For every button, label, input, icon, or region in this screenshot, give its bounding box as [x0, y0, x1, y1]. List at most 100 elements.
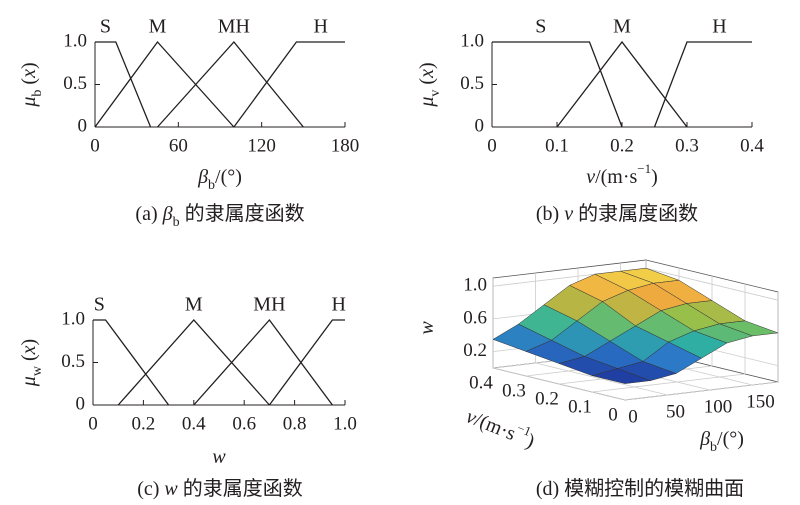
x-axis-title-part: −1 — [637, 161, 651, 176]
membership-line — [157, 41, 304, 128]
y-axis-title-part: −1 — [515, 420, 533, 439]
grid-line — [591, 373, 746, 393]
caption-part: β — [162, 203, 173, 225]
y-axis-title-part: v — [428, 90, 443, 97]
z-tick-label: 0.6 — [463, 307, 487, 328]
caption-part: 的隶属度函数 — [573, 202, 698, 225]
y-axis-title-part: w — [30, 365, 45, 376]
y-axis-title: μw (x) — [18, 339, 45, 387]
x-axis-title-part: b — [710, 440, 717, 455]
y-tick-label: 1.0 — [460, 30, 484, 51]
series-label: S — [100, 16, 111, 38]
caption: (d) 模糊控制的模糊曲面 — [536, 477, 744, 500]
series-label: S — [94, 294, 105, 316]
x-tick-label: 0.4 — [740, 135, 764, 156]
x-axis-title-part: /(°) — [717, 428, 744, 450]
y-axis-title-part: ) — [416, 62, 438, 69]
series-label: M — [613, 16, 631, 38]
x-tick-label: 1.0 — [333, 413, 357, 434]
caption-part: (d) 模糊控制的模糊曲面 — [536, 477, 744, 500]
x-tick-label: 0.4 — [182, 413, 206, 434]
series-label: H — [712, 16, 726, 38]
x-tick-label: 0.2 — [610, 135, 634, 156]
x-axis-title: v/(m·s−1) — [586, 161, 658, 187]
membership-line — [556, 40, 688, 128]
x-axis-title: w — [212, 446, 226, 468]
y-tick-label: 0 — [78, 115, 88, 136]
y-axis-title-part: ( — [18, 78, 40, 90]
membership-line — [94, 40, 235, 128]
x-tick-label: 0.6 — [232, 413, 256, 434]
x-axis-title-part: v — [586, 166, 595, 188]
membership-line — [93, 319, 170, 406]
y-tick-label: 1.0 — [61, 308, 85, 329]
x-axis-title-part: ) — [651, 166, 658, 188]
caption: (b) v 的隶属度函数 — [536, 202, 698, 225]
y-tick-label: 0 — [475, 115, 485, 136]
y-axis-title-part: ( — [416, 78, 438, 90]
y-tick-label: 0.5 — [61, 351, 85, 372]
y-axis-title-part: x — [18, 69, 40, 79]
caption-part: v — [564, 203, 573, 225]
x-tick-label: 100 — [704, 396, 733, 417]
grid-line — [624, 381, 779, 401]
x-axis-title-part: w — [212, 446, 226, 468]
y-tick-label: 0.4 — [469, 372, 493, 393]
membership-line — [653, 41, 752, 128]
y-axis-title: v/(m·s−1) — [463, 401, 539, 452]
x-tick-label: 50 — [666, 401, 685, 422]
x-tick-label: 150 — [746, 391, 775, 412]
y-tick-label: 0 — [76, 393, 86, 414]
y-axis-title-part: ) — [18, 62, 40, 69]
z-tick-label: 1.0 — [463, 275, 487, 296]
z-axis-title: w — [416, 321, 438, 335]
caption-part: b — [173, 215, 180, 230]
caption-part: w — [164, 478, 178, 500]
y-tick-label: 0.5 — [63, 73, 87, 94]
y-tick-label: 0 — [608, 404, 618, 425]
membership-line — [492, 41, 623, 128]
x-axis-title-part: β — [197, 166, 208, 188]
caption-part: 的隶属度函数 — [180, 202, 305, 225]
y-tick-label: 0.3 — [502, 380, 526, 401]
x-tick-label: 180 — [331, 135, 360, 156]
caption-part: (a) — [135, 203, 162, 225]
caption: (a) βb 的隶属度函数 — [135, 202, 304, 230]
x-tick-label: 120 — [247, 135, 276, 156]
series-label: H — [313, 16, 327, 38]
membership-line — [268, 319, 345, 406]
series-label: MH — [218, 16, 250, 38]
x-tick-label: 60 — [169, 135, 188, 156]
membership-line — [233, 41, 345, 128]
y-axis-title-part: b — [30, 90, 45, 97]
membership-line — [117, 319, 270, 406]
caption: (c) w 的隶属度函数 — [137, 477, 303, 500]
y-axis-title-part: ( — [18, 354, 40, 366]
caption-part: (c) — [137, 478, 164, 500]
series-label: MH — [253, 294, 285, 316]
x-tick-label: 0 — [88, 413, 98, 434]
series-label: M — [185, 294, 203, 316]
x-axis-title-part: /(m·s — [595, 166, 637, 188]
x-tick-label: 0.2 — [132, 413, 156, 434]
y-tick-label: 0.2 — [535, 388, 559, 409]
y-axis-title-part: μ — [18, 97, 40, 108]
z-tick-label: 0.2 — [463, 340, 487, 361]
y-axis-title-part: x — [416, 69, 438, 79]
y-axis-title-part: μ — [416, 97, 438, 108]
surface-patch — [591, 368, 651, 384]
x-tick-label: 0.3 — [675, 135, 699, 156]
series-label: H — [331, 294, 345, 316]
y-tick-label: 1.0 — [63, 30, 87, 51]
y-axis-title-part: /(m·s — [471, 408, 519, 444]
y-axis-title: μb (x) — [18, 62, 45, 107]
y-axis-title-part: ) — [18, 339, 40, 346]
y-axis-title-part: μ — [18, 376, 40, 387]
y-axis-title: μv (x) — [416, 62, 443, 107]
x-tick-label: 0 — [90, 135, 100, 156]
caption-part: (b) — [536, 203, 564, 225]
series-label: S — [535, 16, 546, 38]
x-axis-title-part: /(°) — [215, 166, 242, 188]
y-tick-label: 0.5 — [460, 73, 484, 94]
